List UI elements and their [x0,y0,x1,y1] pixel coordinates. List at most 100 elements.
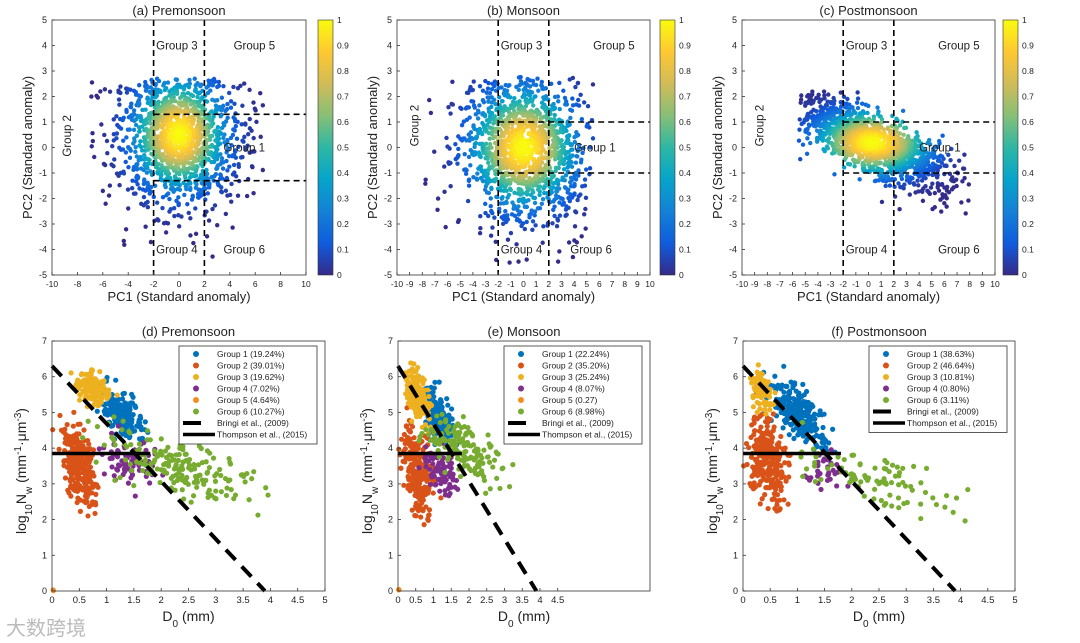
subplot-title: (a) Premonsoon [132,3,225,18]
density-point [504,188,509,194]
density-point [90,138,96,144]
density-point [240,138,245,143]
group-label: Group 6 [570,245,612,257]
density-point [552,213,557,219]
density-point [226,90,232,96]
density-point [153,82,158,88]
group-point [107,402,113,408]
density-point [112,157,117,162]
y-tick-label: 3 [732,66,737,76]
density-point [520,94,525,100]
density-point [196,149,201,154]
density-point [516,174,522,180]
density-point [487,90,493,96]
density-point [188,185,193,191]
density-point [557,160,562,166]
density-point [537,192,542,198]
y-tick-label: 2 [387,92,392,102]
density-point [118,126,124,131]
x-tick-label: -8 [764,279,772,289]
density-point [582,177,588,182]
density-point [133,191,138,196]
density-point [435,207,440,212]
density-point [962,152,967,157]
colorbar-tick-label: 0.6 [1022,117,1034,127]
x-tick-label: 6 [942,279,947,289]
density-point [467,115,472,120]
density-point [120,147,126,152]
density-point [143,224,148,229]
group-point [114,400,120,406]
group-label: Group 3 [501,41,543,53]
density-point [478,164,484,169]
group-label: Group 2 [62,115,74,157]
density-point [914,130,919,135]
density-point [138,139,143,144]
density-point [583,206,588,212]
group-point [68,438,74,444]
density-point [174,198,179,203]
group-point [81,427,87,433]
density-point [222,132,227,137]
density-point [240,103,245,108]
density-point [567,77,572,82]
density-point [553,193,559,198]
density-point [556,99,561,104]
group-point [62,475,69,481]
density-point [135,161,140,167]
density-point [555,216,560,222]
density-point [231,115,236,120]
x-axis-label: PC1 (Standard anomaly) [797,289,940,304]
density-point [89,144,94,149]
density-point [568,180,573,185]
density-point [181,87,187,92]
density-point [493,88,499,93]
density-point [897,123,903,128]
group-point [73,434,79,440]
density-point [92,154,97,160]
density-point [516,87,521,92]
density-point [806,131,812,136]
density-point [160,194,166,200]
density-point [464,138,469,143]
density-point [568,184,574,189]
density-point [215,223,220,228]
density-point [247,116,252,122]
density-point [579,157,584,162]
density-point [229,199,234,204]
density-point [489,87,495,92]
density-point [798,100,803,105]
colorbar-tick-label: 0.4 [1022,168,1034,178]
density-point [493,129,499,135]
density-point [563,102,568,107]
density-point [443,224,448,230]
density-point [524,100,529,105]
group-point [89,490,95,496]
y-tick-label: -2 [729,194,737,204]
colorbar-tick-label: 0.7 [1022,92,1034,102]
density-point [225,193,230,198]
density-point [554,186,559,191]
density-point [222,140,227,145]
colorbar-tick-label: 0.1 [1022,245,1034,255]
density-point [541,224,546,229]
x-tick-label: -2 [150,279,158,289]
density-point [251,190,256,196]
group-label: Group 1 [574,143,616,155]
density-point [825,146,831,151]
density-point [510,154,515,160]
density-point [805,136,810,141]
density-point [487,141,493,147]
density-point [210,97,215,103]
density-point [939,181,945,187]
density-point [855,96,861,101]
density-point [130,178,135,183]
y-tick-label: -1 [384,168,392,178]
density-point [534,180,539,185]
density-point [572,139,578,145]
density-point [127,127,132,132]
density-point [444,135,449,141]
x-tick-label: 3 [559,279,564,289]
density-point [162,87,168,93]
density-point [174,77,179,83]
